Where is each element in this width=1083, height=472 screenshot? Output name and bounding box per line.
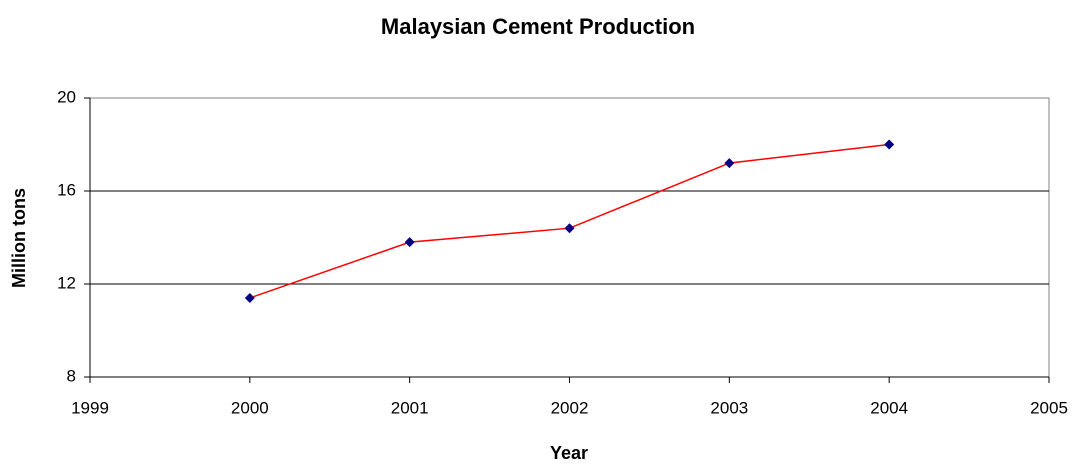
y-tick-label: 20 — [57, 87, 76, 106]
x-tick-label: 2004 — [870, 398, 908, 417]
data-point — [724, 158, 735, 169]
plot-area — [89, 97, 1050, 378]
x-tick-label: 2002 — [551, 398, 589, 417]
x-tick-label: 2000 — [231, 398, 269, 417]
data-point — [244, 292, 255, 303]
data-point — [404, 237, 415, 248]
y-tick-label: 8 — [67, 366, 76, 385]
x-tick-label: 2003 — [710, 398, 748, 417]
y-tick-label: 16 — [57, 180, 76, 199]
data-point — [884, 139, 895, 150]
x-tick-label: 1999 — [71, 398, 109, 417]
x-tick-label: 2001 — [391, 398, 429, 417]
y-axis-title: Million tons — [9, 188, 29, 288]
y-tick-label: 12 — [57, 273, 76, 292]
x-tick-label: 2005 — [1030, 398, 1068, 417]
chart-title: Malaysian Cement Production — [381, 14, 695, 39]
data-point — [564, 223, 575, 234]
x-axis-title: Year — [550, 443, 588, 463]
